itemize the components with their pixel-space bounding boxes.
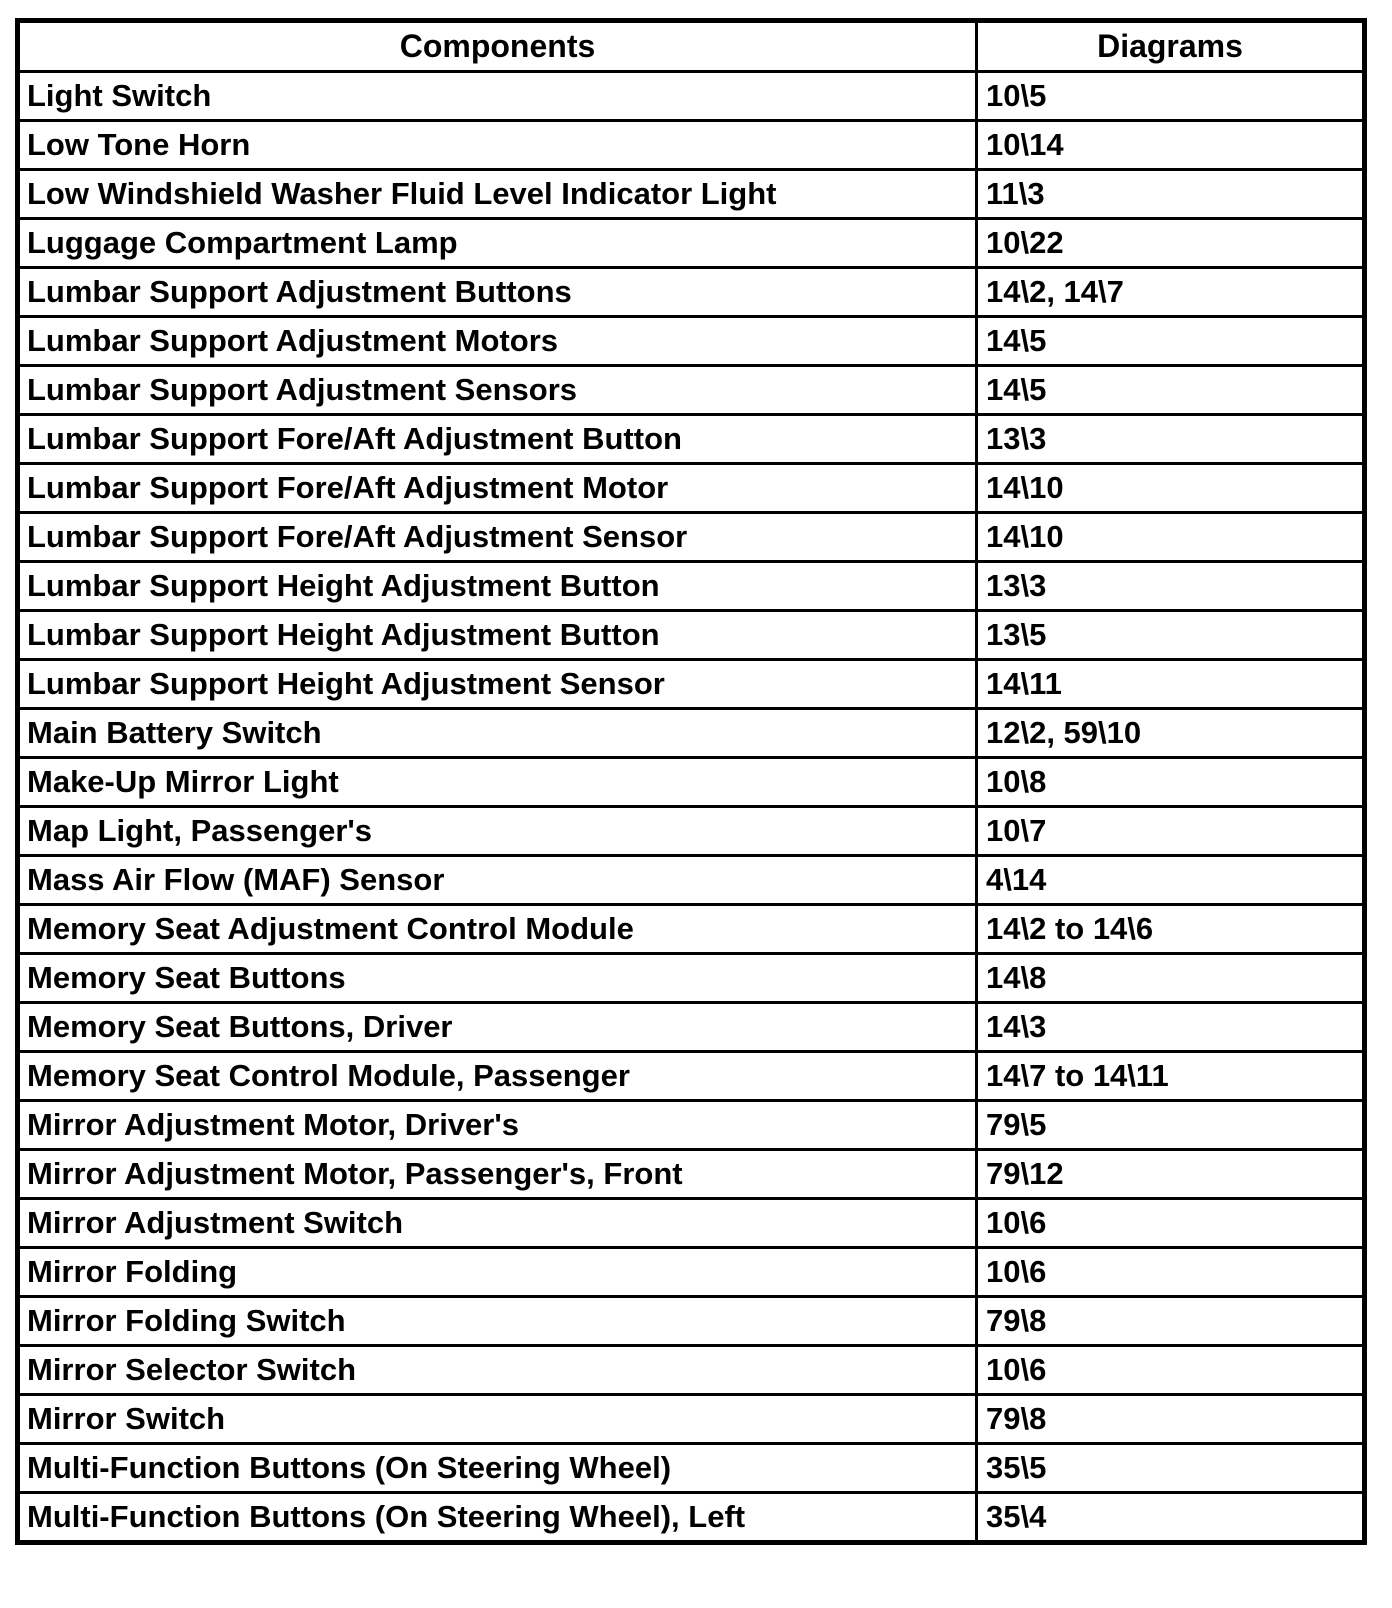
cell-diagram-reference: 79\5 <box>975 1099 1366 1151</box>
cell-component-name: Mirror Folding Switch <box>16 1295 978 1347</box>
table-row: Make-Up Mirror Light 10\8 <box>16 756 1366 808</box>
table-row: Lumbar Support Fore/Aft Adjustment Motor… <box>16 462 1366 514</box>
table-row: Mirror Folding 10\6 <box>16 1246 1366 1298</box>
cell-component-name: Mirror Adjustment Switch <box>16 1197 978 1249</box>
cell-diagram-reference: 14\10 <box>975 462 1366 514</box>
cell-component-name: Lumbar Support Adjustment Sensors <box>16 364 978 416</box>
cell-component-name: Mirror Adjustment Motor, Driver's <box>16 1099 978 1151</box>
table-row: Lumbar Support Adjustment Motors 14\5 <box>16 315 1366 367</box>
cell-diagram-reference: 14\2, 14\7 <box>975 266 1366 318</box>
cell-component-name: Light Switch <box>16 70 978 122</box>
cell-component-name: Lumbar Support Fore/Aft Adjustment Motor <box>16 462 978 514</box>
table-row: Mirror Adjustment Motor, Driver's 79\5 <box>16 1099 1366 1151</box>
table-row: Multi-Function Buttons (On Steering Whee… <box>16 1491 1366 1544</box>
table-row: Multi-Function Buttons (On Steering Whee… <box>16 1442 1366 1494</box>
cell-component-name: Multi-Function Buttons (On Steering Whee… <box>16 1491 978 1544</box>
table-row: Lumbar Support Adjustment Sensors 14\5 <box>16 364 1366 416</box>
table-row: Low Tone Horn 10\14 <box>16 119 1366 171</box>
cell-component-name: Memory Seat Buttons, Driver <box>16 1001 978 1053</box>
table-row: Mirror Switch 79\8 <box>16 1393 1366 1445</box>
cell-diagram-reference: 14\2 to 14\6 <box>975 903 1366 955</box>
cell-component-name: Mirror Folding <box>16 1246 978 1298</box>
cell-component-name: Lumbar Support Height Adjustment Button <box>16 560 978 612</box>
cell-diagram-reference: 12\2, 59\10 <box>975 707 1366 759</box>
cell-diagram-reference: 4\14 <box>975 854 1366 906</box>
cell-component-name: Low Windshield Washer Fluid Level Indica… <box>16 168 978 220</box>
cell-component-name: Memory Seat Control Module, Passenger <box>16 1050 978 1102</box>
table-row: Map Light, Passenger's 10\7 <box>16 805 1366 857</box>
cell-diagram-reference: 14\5 <box>975 364 1366 416</box>
cell-diagram-reference: 14\5 <box>975 315 1366 367</box>
table-row: Lumbar Support Height Adjustment Button 1… <box>16 609 1366 661</box>
table-row: Main Battery Switch 12\2, 59\10 <box>16 707 1366 759</box>
table-row: Mass Air Flow (MAF) Sensor 4\14 <box>16 854 1366 906</box>
cell-component-name: Low Tone Horn <box>16 119 978 171</box>
cell-diagram-reference: 14\7 to 14\11 <box>975 1050 1366 1102</box>
cell-component-name: Memory Seat Adjustment Control Module <box>16 903 978 955</box>
table-row: Memory Seat Control Module, Passenger 14\… <box>16 1050 1366 1102</box>
cell-diagram-reference: 35\4 <box>975 1491 1366 1544</box>
cell-diagram-reference: 10\5 <box>975 70 1366 122</box>
table-row: Luggage Compartment Lamp 10\22 <box>16 217 1366 269</box>
table-body: Light Switch 10\5 Low Tone Horn 10\14 Low Wi… <box>16 70 1366 1544</box>
table-row: Memory Seat Adjustment Control Module 14\… <box>16 903 1366 955</box>
cell-component-name: Lumbar Support Fore/Aft Adjustment Senso… <box>16 511 978 563</box>
cell-diagram-reference: 14\11 <box>975 658 1366 710</box>
table-row: Low Windshield Washer Fluid Level Indica… <box>16 168 1366 220</box>
cell-diagram-reference: 14\10 <box>975 511 1366 563</box>
cell-diagram-reference: 14\3 <box>975 1001 1366 1053</box>
components-diagrams-table: Components Diagrams Light Switch 10\5 Low … <box>15 18 1367 1545</box>
table-header-row: Components Diagrams <box>16 19 1366 73</box>
cell-component-name: Mirror Switch <box>16 1393 978 1445</box>
cell-diagram-reference: 10\6 <box>975 1246 1366 1298</box>
table-row: Lumbar Support Fore/Aft Adjustment Senso… <box>16 511 1366 563</box>
cell-component-name: Make-Up Mirror Light <box>16 756 978 808</box>
table-header: Components Diagrams <box>16 19 1366 73</box>
cell-component-name: Lumbar Support Adjustment Buttons <box>16 266 978 318</box>
cell-component-name: Mirror Selector Switch <box>16 1344 978 1396</box>
cell-component-name: Memory Seat Buttons <box>16 952 978 1004</box>
table-row: Memory Seat Buttons, Driver 14\3 <box>16 1001 1366 1053</box>
cell-diagram-reference: 14\8 <box>975 952 1366 1004</box>
cell-component-name: Lumbar Support Height Adjustment Button <box>16 609 978 661</box>
cell-diagram-reference: 13\5 <box>975 609 1366 661</box>
cell-component-name: Lumbar Support Height Adjustment Sensor <box>16 658 978 710</box>
cell-diagram-reference: 79\8 <box>975 1295 1366 1347</box>
table-row: Mirror Folding Switch 79\8 <box>16 1295 1366 1347</box>
cell-component-name: Map Light, Passenger's <box>16 805 978 857</box>
cell-diagram-reference: 35\5 <box>975 1442 1366 1494</box>
table-row: Lumbar Support Height Adjustment Sensor 1… <box>16 658 1366 710</box>
cell-component-name: Lumbar Support Adjustment Motors <box>16 315 978 367</box>
cell-diagram-reference: 79\8 <box>975 1393 1366 1445</box>
cell-diagram-reference: 10\8 <box>975 756 1366 808</box>
table-row: Lumbar Support Adjustment Buttons 14\2, 1… <box>16 266 1366 318</box>
table-row: Lumbar Support Height Adjustment Button 1… <box>16 560 1366 612</box>
column-header-diagrams: Diagrams <box>975 19 1366 73</box>
cell-diagram-reference: 13\3 <box>975 560 1366 612</box>
cell-diagram-reference: 10\6 <box>975 1197 1366 1249</box>
cell-diagram-reference: 10\14 <box>975 119 1366 171</box>
cell-diagram-reference: 10\7 <box>975 805 1366 857</box>
cell-component-name: Multi-Function Buttons (On Steering Whee… <box>16 1442 978 1494</box>
cell-component-name: Luggage Compartment Lamp <box>16 217 978 269</box>
table-row: Memory Seat Buttons 14\8 <box>16 952 1366 1004</box>
column-header-components: Components <box>16 19 978 73</box>
table-row: Mirror Selector Switch 10\6 <box>16 1344 1366 1396</box>
cell-diagram-reference: 79\12 <box>975 1148 1366 1200</box>
cell-diagram-reference: 10\22 <box>975 217 1366 269</box>
cell-component-name: Mass Air Flow (MAF) Sensor <box>16 854 978 906</box>
cell-diagram-reference: 13\3 <box>975 413 1366 465</box>
cell-diagram-reference: 11\3 <box>975 168 1366 220</box>
table-row: Lumbar Support Fore/Aft Adjustment Butto… <box>16 413 1366 465</box>
table-row: Mirror Adjustment Motor, Passenger's, Fr… <box>16 1148 1366 1200</box>
cell-component-name: Main Battery Switch <box>16 707 978 759</box>
table-row: Mirror Adjustment Switch 10\6 <box>16 1197 1366 1249</box>
cell-component-name: Mirror Adjustment Motor, Passenger's, Fr… <box>16 1148 978 1200</box>
cell-component-name: Lumbar Support Fore/Aft Adjustment Butto… <box>16 413 978 465</box>
table-row: Light Switch 10\5 <box>16 70 1366 122</box>
cell-diagram-reference: 10\6 <box>975 1344 1366 1396</box>
